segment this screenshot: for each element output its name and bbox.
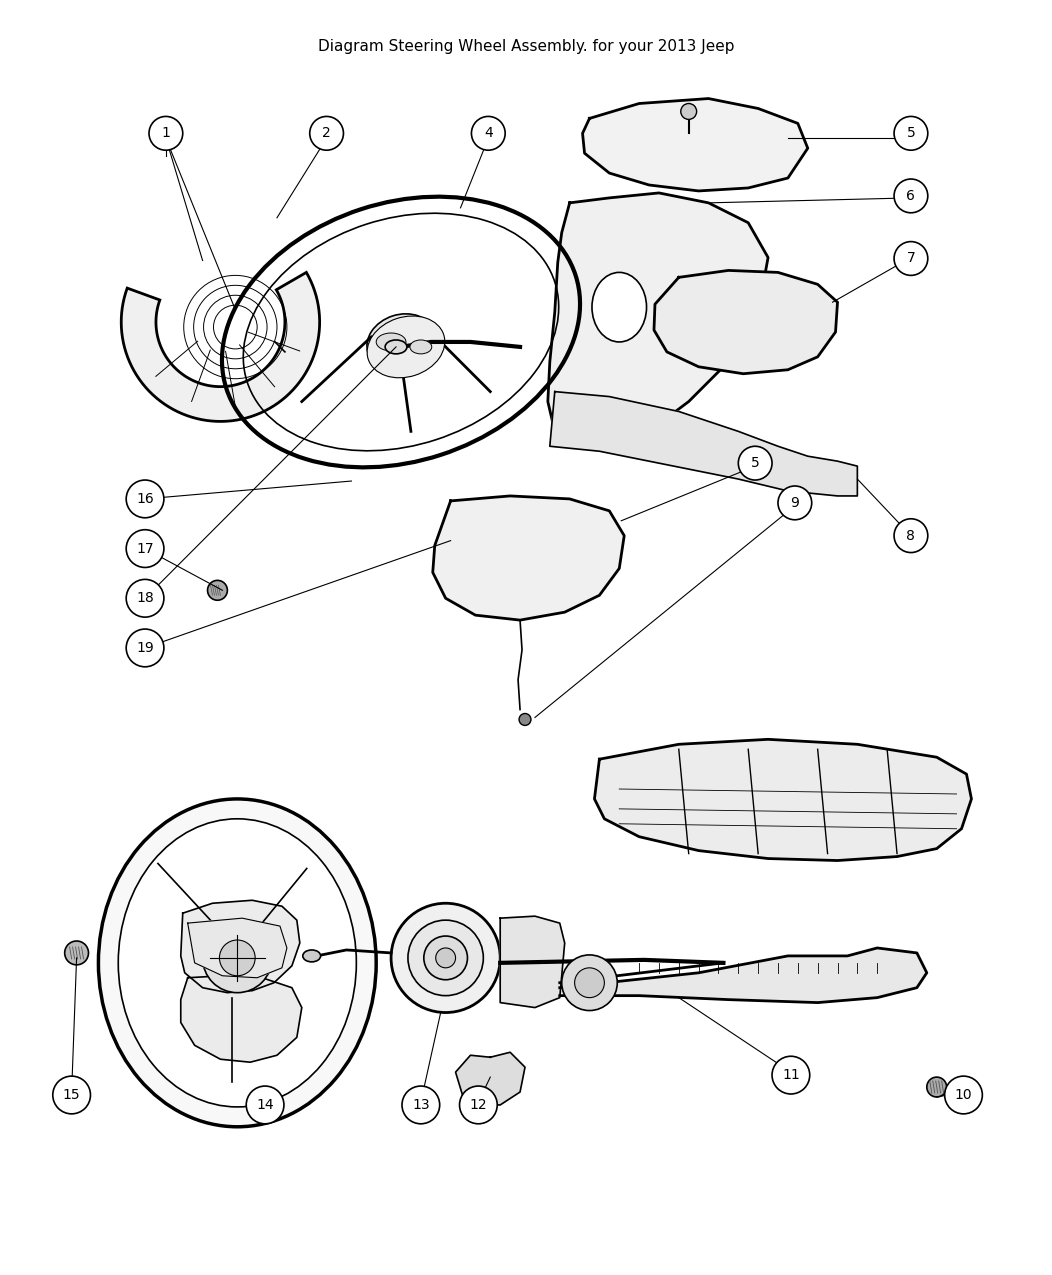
Polygon shape xyxy=(594,740,971,861)
Ellipse shape xyxy=(367,316,445,377)
Circle shape xyxy=(574,968,605,997)
Text: 4: 4 xyxy=(484,126,492,140)
Circle shape xyxy=(460,1086,498,1123)
Polygon shape xyxy=(548,193,768,446)
Circle shape xyxy=(207,580,227,601)
Circle shape xyxy=(53,1076,90,1114)
Text: 7: 7 xyxy=(907,251,915,265)
Ellipse shape xyxy=(118,819,357,1107)
Text: 11: 11 xyxy=(782,1068,800,1082)
Circle shape xyxy=(203,923,272,993)
Text: 5: 5 xyxy=(907,126,915,140)
Text: 12: 12 xyxy=(469,1098,487,1112)
Circle shape xyxy=(64,941,88,965)
Text: 9: 9 xyxy=(790,496,800,510)
Circle shape xyxy=(894,116,928,150)
Text: 19: 19 xyxy=(136,641,154,655)
Ellipse shape xyxy=(99,799,377,1127)
Circle shape xyxy=(894,241,928,275)
Polygon shape xyxy=(583,98,808,191)
Circle shape xyxy=(739,446,772,479)
Text: 13: 13 xyxy=(412,1098,429,1112)
Circle shape xyxy=(391,903,500,1012)
Polygon shape xyxy=(560,947,927,1002)
Circle shape xyxy=(126,629,164,667)
Ellipse shape xyxy=(410,340,431,354)
Circle shape xyxy=(778,486,812,520)
Text: 2: 2 xyxy=(322,126,331,140)
Polygon shape xyxy=(121,273,320,422)
Circle shape xyxy=(681,103,696,120)
Text: 1: 1 xyxy=(161,126,170,140)
Ellipse shape xyxy=(377,333,406,351)
Ellipse shape xyxy=(592,273,647,342)
Text: Diagram Steering Wheel Assembly. for your 2013 Jeep: Diagram Steering Wheel Assembly. for you… xyxy=(318,40,734,54)
Polygon shape xyxy=(181,900,300,993)
Circle shape xyxy=(894,179,928,213)
Polygon shape xyxy=(456,1052,525,1105)
Circle shape xyxy=(562,955,618,1011)
Circle shape xyxy=(471,116,505,150)
Circle shape xyxy=(894,519,928,552)
Text: 18: 18 xyxy=(136,592,154,606)
Ellipse shape xyxy=(385,340,407,354)
Circle shape xyxy=(402,1086,440,1123)
Circle shape xyxy=(436,947,456,968)
Circle shape xyxy=(772,1056,810,1094)
Polygon shape xyxy=(654,270,837,374)
Polygon shape xyxy=(500,917,565,1007)
Circle shape xyxy=(126,579,164,617)
Text: 14: 14 xyxy=(257,1098,274,1112)
Text: 10: 10 xyxy=(955,1088,972,1102)
Circle shape xyxy=(126,529,164,567)
Circle shape xyxy=(408,921,483,996)
Circle shape xyxy=(309,116,343,150)
Text: 6: 6 xyxy=(907,189,915,203)
Polygon shape xyxy=(181,975,302,1062)
Circle shape xyxy=(220,940,256,975)
Polygon shape xyxy=(187,918,287,978)
Text: 15: 15 xyxy=(63,1088,80,1102)
Circle shape xyxy=(424,936,467,979)
Circle shape xyxy=(246,1086,284,1123)
Circle shape xyxy=(927,1077,947,1096)
Text: 8: 8 xyxy=(907,529,915,543)
Polygon shape xyxy=(550,391,857,496)
Text: 16: 16 xyxy=(136,492,154,506)
Circle shape xyxy=(149,116,183,150)
Circle shape xyxy=(945,1076,983,1114)
Ellipse shape xyxy=(367,314,436,370)
Ellipse shape xyxy=(303,950,321,961)
Text: 5: 5 xyxy=(751,456,760,470)
Circle shape xyxy=(126,479,164,518)
Text: 17: 17 xyxy=(136,542,154,556)
Polygon shape xyxy=(432,496,624,620)
Circle shape xyxy=(519,714,531,725)
